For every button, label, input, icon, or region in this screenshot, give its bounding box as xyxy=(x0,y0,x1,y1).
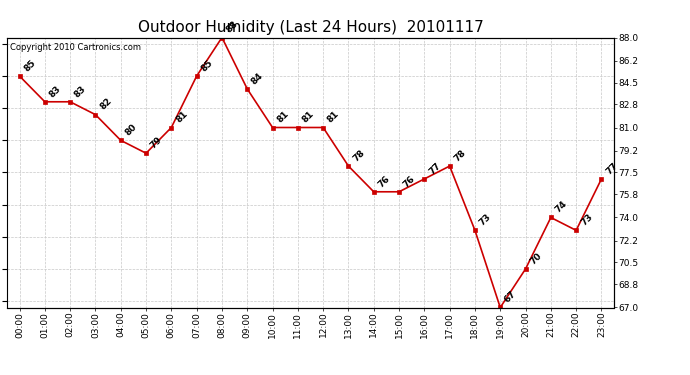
Text: 73: 73 xyxy=(579,212,594,228)
Text: 76: 76 xyxy=(377,174,392,189)
Text: 74: 74 xyxy=(553,200,569,215)
Text: 84: 84 xyxy=(250,71,266,86)
Text: 88: 88 xyxy=(225,20,240,35)
Text: 81: 81 xyxy=(275,110,290,125)
Text: 85: 85 xyxy=(22,58,37,73)
Text: 77: 77 xyxy=(604,161,620,176)
Text: 81: 81 xyxy=(326,110,341,125)
Text: 78: 78 xyxy=(453,148,468,163)
Text: 67: 67 xyxy=(503,290,518,305)
Text: 70: 70 xyxy=(529,251,544,266)
Text: 79: 79 xyxy=(149,135,164,150)
Text: 73: 73 xyxy=(477,212,493,228)
Text: 81: 81 xyxy=(301,110,316,125)
Title: Outdoor Humidity (Last 24 Hours)  20101117: Outdoor Humidity (Last 24 Hours) 2010111… xyxy=(137,20,484,35)
Text: 82: 82 xyxy=(98,97,113,112)
Text: 85: 85 xyxy=(199,58,215,73)
Text: 80: 80 xyxy=(124,123,139,138)
Text: 83: 83 xyxy=(48,84,63,99)
Text: Copyright 2010 Cartronics.com: Copyright 2010 Cartronics.com xyxy=(10,43,141,52)
Text: 81: 81 xyxy=(174,110,189,125)
Text: 78: 78 xyxy=(351,148,366,163)
Text: 77: 77 xyxy=(427,161,442,176)
Text: 83: 83 xyxy=(73,84,88,99)
Text: 76: 76 xyxy=(402,174,417,189)
